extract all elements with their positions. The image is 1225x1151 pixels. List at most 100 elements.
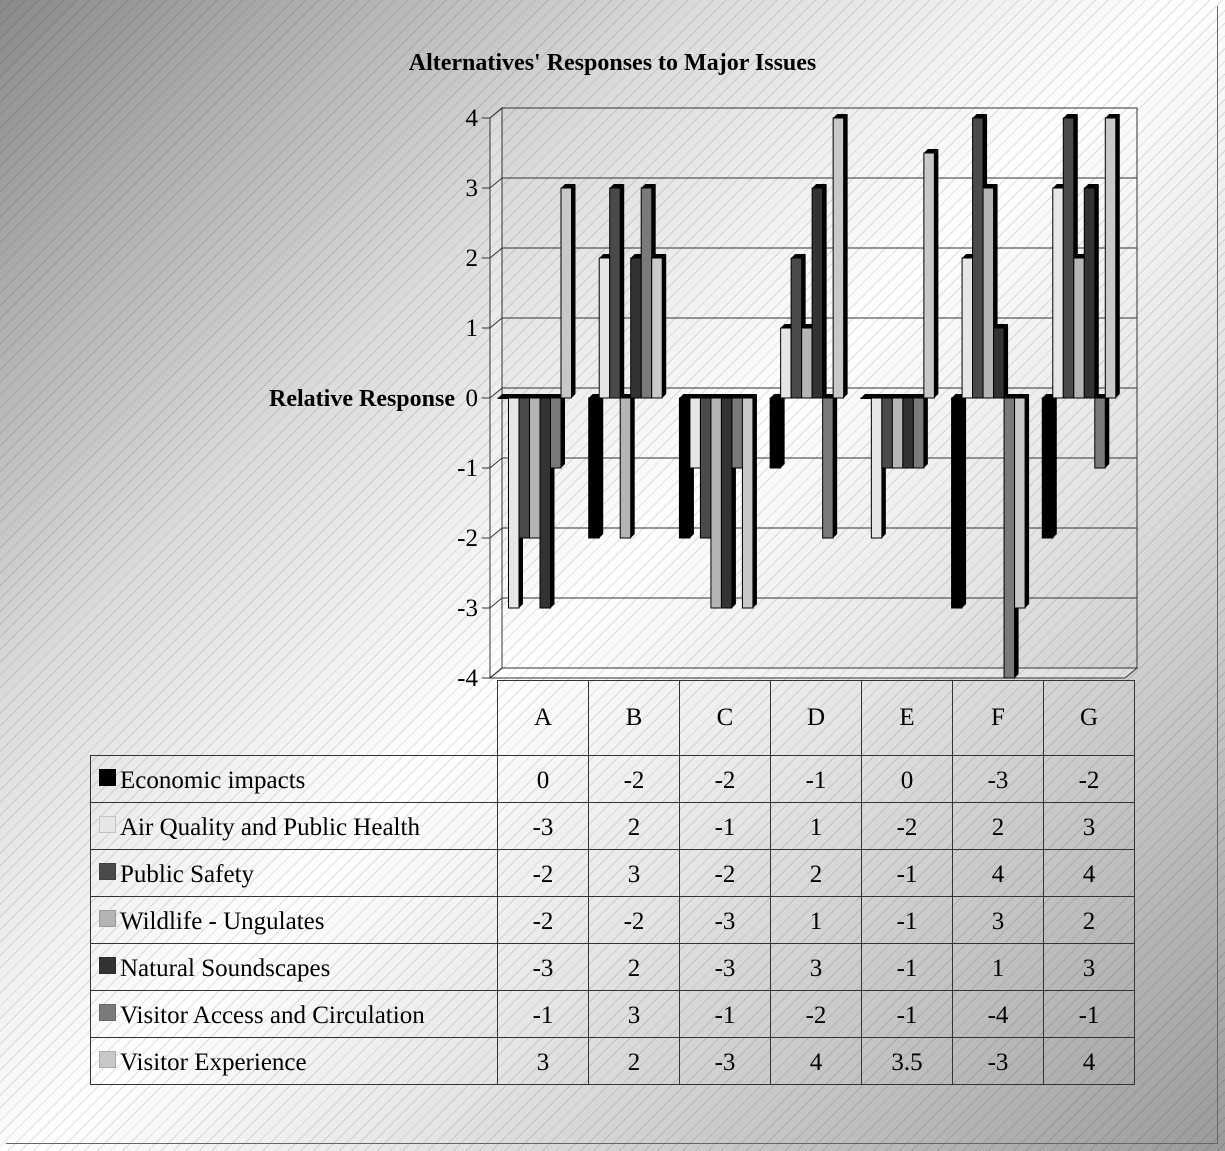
bar-front: [609, 187, 621, 399]
legend-swatch: [99, 1003, 116, 1021]
bar-front: [710, 397, 722, 609]
plot-floor: [488, 667, 1139, 679]
bar-front: [539, 397, 551, 609]
data-label: -1: [861, 895, 953, 944]
data-label: -2: [588, 895, 680, 944]
bar-top: [812, 184, 827, 188]
bar-front: [902, 397, 914, 469]
bar: [588, 394, 604, 539]
bar-front: [1104, 117, 1117, 399]
bar-front: [801, 327, 813, 399]
bar-front: [550, 397, 562, 469]
data-table: A B C D E F G Economic impacts 0 -2 -2 -1 0 -3 -2 Air Q…: [90, 680, 1135, 1085]
data-label: 4: [1043, 1036, 1135, 1085]
bar-side: [662, 254, 667, 398]
bar-top: [519, 394, 534, 398]
bar: [609, 184, 625, 399]
bar: [1041, 394, 1057, 539]
bar-front: [870, 397, 883, 539]
bar-side: [780, 394, 785, 468]
bar: [550, 394, 565, 469]
category-label: E: [861, 680, 953, 756]
gridline-side: [489, 597, 503, 609]
bar-front: [651, 257, 663, 399]
bar-top: [742, 394, 757, 398]
bar-top: [1063, 114, 1078, 118]
bar-front: [780, 327, 792, 399]
data-label: -1: [679, 989, 771, 1038]
data-label: -2: [497, 848, 589, 897]
legend-entry: Wildlife - Ungulates: [90, 895, 498, 944]
bar-side: [1105, 394, 1110, 468]
bar-front: [1062, 117, 1075, 399]
bar-front: [811, 187, 824, 399]
data-label: 3: [952, 895, 1044, 944]
data-label: -3: [497, 942, 589, 991]
data-label: -1: [497, 989, 589, 1038]
bar-top: [1004, 394, 1019, 398]
legend-swatch: [99, 862, 116, 880]
gridline-side: [489, 317, 503, 329]
bar-top: [791, 254, 806, 258]
data-label: -2: [1043, 754, 1135, 803]
bar-top: [902, 394, 918, 398]
table-row: Air Quality and Public Health -3 2 -1 1 -2 2 3: [90, 801, 1135, 850]
legend-swatch: [99, 909, 116, 927]
data-label: 3: [1043, 942, 1135, 991]
bar-front: [891, 397, 904, 469]
data-label: -3: [679, 1036, 771, 1085]
bar-top: [700, 394, 715, 398]
bar-front: [1073, 257, 1085, 399]
bar-top: [983, 184, 998, 188]
bar-side: [843, 114, 848, 398]
bar-top: [731, 394, 747, 398]
data-label: 4: [1043, 848, 1135, 897]
data-label: -1: [861, 848, 953, 897]
bar-front: [699, 397, 712, 539]
gridline-side: [489, 247, 503, 259]
category-label: C: [679, 680, 771, 756]
data-label: 2: [588, 801, 680, 850]
data-label: 4: [952, 848, 1044, 897]
bar-side: [822, 184, 827, 398]
bar-front: [560, 187, 572, 399]
gridline-side: [489, 667, 503, 679]
bar-front: [961, 257, 974, 399]
series-name: Visitor Experience: [120, 1048, 307, 1076]
bar: [811, 184, 827, 399]
legend-entry: Natural Soundscapes: [90, 942, 498, 991]
legend-entry: Air Quality and Public Health: [90, 801, 498, 850]
bar: [993, 324, 1009, 399]
data-label: 4: [770, 1036, 862, 1085]
bar-front: [860, 397, 872, 399]
gridline-side: [489, 107, 503, 119]
bar-top: [972, 114, 988, 118]
bar-top: [881, 394, 897, 398]
bar-top: [871, 394, 886, 398]
data-label: -2: [861, 801, 953, 850]
y-tick-label: 0: [466, 385, 479, 412]
table-row: Wildlife - Ungulates -2 -2 -3 1 -1 3 2: [90, 895, 1135, 944]
category-label: B: [588, 680, 680, 756]
table-row: Economic impacts 0 -2 -2 -1 0 -3 -2: [90, 754, 1135, 803]
bar: [923, 149, 939, 399]
bar-front: [689, 397, 701, 469]
bar-front: [598, 257, 611, 399]
data-label: -3: [497, 801, 589, 850]
data-label: 3: [770, 942, 862, 991]
y-tick-label: -3: [457, 595, 478, 622]
y-tick-label: -4: [457, 665, 478, 692]
bar: [822, 394, 838, 539]
y-tick-label: 3: [466, 175, 479, 202]
data-label: -2: [679, 754, 771, 803]
bar: [912, 394, 928, 469]
data-label: -3: [679, 895, 771, 944]
data-label: 2: [770, 848, 862, 897]
bar-top: [641, 184, 656, 188]
bar: [560, 184, 576, 399]
bar-side: [1004, 324, 1009, 398]
gridline-side: [489, 387, 503, 399]
data-label: -1: [861, 942, 953, 991]
table-corner: [91, 681, 498, 756]
